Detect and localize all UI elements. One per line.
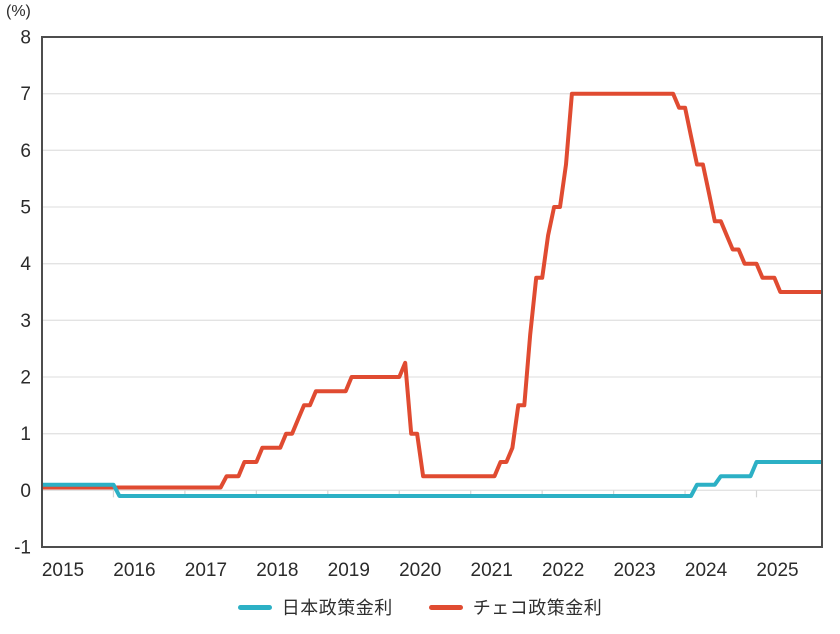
legend-swatch-czech — [428, 604, 463, 610]
svg-text:1: 1 — [20, 424, 31, 445]
svg-text:8: 8 — [20, 28, 31, 49]
y-axis-unit-label: (%) — [6, 3, 31, 20]
svg-text:6: 6 — [20, 141, 31, 162]
legend-item-czech: チェコ政策金利 — [428, 594, 603, 620]
y-axis-labels: 8 7 6 5 4 3 2 1 0 -1 — [14, 28, 31, 559]
series-line-1 — [42, 91, 822, 490]
svg-text:2016: 2016 — [113, 560, 155, 581]
svg-text:2020: 2020 — [399, 560, 441, 581]
svg-text:2022: 2022 — [542, 560, 584, 581]
legend-swatch-japan — [237, 604, 272, 610]
legend-label-czech: チェコ政策金利 — [472, 598, 603, 618]
svg-text:2019: 2019 — [328, 560, 370, 581]
svg-text:5: 5 — [20, 198, 31, 219]
svg-text:-1: -1 — [14, 538, 31, 559]
svg-text:2018: 2018 — [256, 560, 298, 581]
legend-label-japan: 日本政策金利 — [281, 598, 393, 618]
svg-text:2: 2 — [20, 368, 31, 389]
svg-text:7: 7 — [20, 84, 31, 105]
legend-item-japan: 日本政策金利 — [237, 594, 393, 620]
svg-text:0: 0 — [20, 481, 31, 502]
svg-text:3: 3 — [20, 311, 31, 332]
series-lines — [42, 91, 822, 498]
svg-text:2023: 2023 — [613, 560, 655, 581]
plot-border — [41, 36, 823, 548]
series-line-0 — [42, 460, 822, 498]
svg-text:2015: 2015 — [42, 560, 84, 581]
svg-text:2017: 2017 — [185, 560, 227, 581]
svg-text:2024: 2024 — [685, 560, 728, 581]
svg-text:4: 4 — [20, 254, 31, 275]
legend: 日本政策金利 チェコ政策金利 — [0, 594, 840, 620]
svg-text:2025: 2025 — [756, 560, 798, 581]
svg-text:2021: 2021 — [471, 560, 513, 581]
x-axis-labels: 2015 2016 2017 2018 2019 2020 2021 2022 2023 2024… — [42, 560, 799, 581]
gridlines — [42, 93, 822, 491]
